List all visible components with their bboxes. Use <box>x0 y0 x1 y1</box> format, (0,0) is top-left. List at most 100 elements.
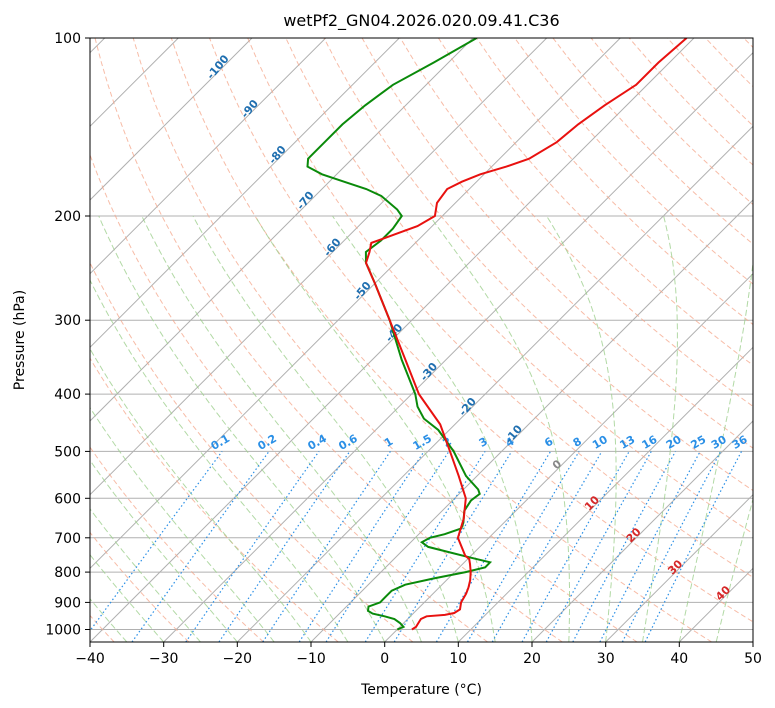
y-tick-label: 200 <box>54 209 81 225</box>
isotherm-line <box>236 125 753 642</box>
moist-adiabat <box>90 279 349 642</box>
x-axis: −40 −30 −20 −10 0 10 20 30 40 50 <box>75 642 762 667</box>
isotherm-line <box>384 272 753 642</box>
temperature-line <box>364 38 688 631</box>
x-tick-label: −40 <box>75 651 105 667</box>
dry-adiabat-label: -80 <box>266 143 289 167</box>
isotherm-line <box>163 51 753 642</box>
mixing-ratio-label: 10 <box>590 433 610 452</box>
moist-adiabat <box>90 598 128 642</box>
dry-adiabat-label: -70 <box>294 189 317 213</box>
chart-title: wetPf2_GN04.2026.020.09.41.C36 <box>283 11 559 31</box>
mixing-ratio-label: 3 <box>477 435 490 450</box>
y-tick-label: 400 <box>54 387 81 403</box>
mixing-ratio-line <box>218 451 351 642</box>
dry-adiabat <box>170 38 712 642</box>
y-tick-label: 1000 <box>45 623 81 639</box>
isotherm-line <box>678 567 753 642</box>
dry-adiabat-label: -60 <box>321 235 344 259</box>
y-axis-title: Pressure (hPa) <box>12 290 28 390</box>
dry-adiabat <box>90 446 264 642</box>
mixing-ratio-label: 1.5 <box>411 432 434 453</box>
y-tick-label: 800 <box>54 565 81 581</box>
y-tick-label: 300 <box>54 313 81 329</box>
dry-adiabat <box>90 153 488 642</box>
mixing-ratio-line <box>572 451 677 642</box>
isotherm-line <box>90 38 400 349</box>
dry-adiabat <box>705 38 753 88</box>
x-axis-title: Temperature (°C) <box>360 682 482 698</box>
mixing-ratio-label: 25 <box>689 433 709 452</box>
mixing-ratio-label: 36 <box>730 433 750 452</box>
dry-adiabat <box>667 38 753 127</box>
dry-adiabat <box>437 38 753 366</box>
y-tick-label: 500 <box>54 444 81 460</box>
x-tick-label: 10 <box>449 651 467 667</box>
dry-adiabat <box>209 38 753 623</box>
plot-frame <box>89 37 754 643</box>
isotherm-line <box>531 420 753 642</box>
isotherm-line <box>90 38 253 201</box>
dry-adiabat-label: -30 <box>418 360 441 384</box>
y-tick-label: 700 <box>54 531 81 547</box>
x-tick-label: −30 <box>149 651 179 667</box>
dry-adiabat <box>399 38 753 408</box>
mixing-ratio-label: 30 <box>709 433 729 452</box>
x-tick-label: −10 <box>296 651 326 667</box>
isotherm-line <box>752 641 753 642</box>
isotherm-line <box>90 38 474 422</box>
y-axis: 100 200 300 400 500 600 700 800 900 1000 <box>45 31 90 639</box>
isotherm-line <box>605 493 753 642</box>
x-tick-label: 0 <box>380 651 389 667</box>
mixing-ratio-line <box>521 451 630 642</box>
dry-adiabat <box>323 38 753 492</box>
mixing-ratio-line <box>466 451 580 642</box>
y-tick-label: 100 <box>54 31 81 47</box>
moist-adiabat <box>678 259 753 642</box>
dry-adiabat <box>590 38 753 206</box>
moist-adiabat <box>642 215 678 642</box>
dry-adiabat <box>743 38 753 49</box>
mixing-ratio-line <box>185 451 320 642</box>
dry-adiabat-label: -90 <box>238 97 261 121</box>
dry-adiabat <box>90 261 414 642</box>
moist-adiabat <box>90 347 312 642</box>
moist-adiabat <box>332 215 533 642</box>
mixing-ratio-label: 1 <box>382 435 395 450</box>
moist-adiabat-label: 10 <box>582 493 602 513</box>
mixing-ratio-label: 0.1 <box>209 432 232 453</box>
mixing-ratio-label: 8 <box>571 435 584 450</box>
moist-adiabat <box>254 215 496 642</box>
x-tick-label: 40 <box>670 651 688 667</box>
dry-adiabat <box>90 357 339 642</box>
mixing-ratio-line <box>393 451 513 642</box>
isotherm-line <box>90 38 327 275</box>
mixing-ratio-line <box>621 451 722 642</box>
mixing-ratio-line <box>545 451 652 642</box>
dry-adiabat-label: -100 <box>204 52 232 82</box>
mixing-ratio-line <box>325 451 450 642</box>
isotherm-line <box>457 346 753 642</box>
mixing-ratio-line <box>644 451 743 642</box>
mixing-ratio-line <box>90 451 223 632</box>
dry-adiabat <box>247 38 753 578</box>
x-tick-label: 30 <box>597 651 615 667</box>
profiles <box>306 38 688 631</box>
moist-adiabat <box>192 215 459 642</box>
moist-adiabat <box>90 459 238 642</box>
background-lines <box>90 38 753 642</box>
mixing-ratio-label: 20 <box>664 433 684 452</box>
dewpoint-line <box>306 38 493 631</box>
moist-adiabat <box>546 215 617 642</box>
mixing-ratio-line <box>262 451 391 642</box>
dry-adiabat-label: -20 <box>456 395 479 419</box>
dry-adiabat <box>132 38 638 642</box>
moist-adiabat <box>429 215 570 642</box>
dry-adiabat-label: -50 <box>351 279 374 303</box>
mixing-ratio-label: 0.4 <box>306 432 330 453</box>
mixing-ratio-line <box>131 451 270 642</box>
mixing-ratio-label: 13 <box>618 433 638 452</box>
moist-adiabat <box>90 406 275 642</box>
x-tick-label: 50 <box>744 651 762 667</box>
